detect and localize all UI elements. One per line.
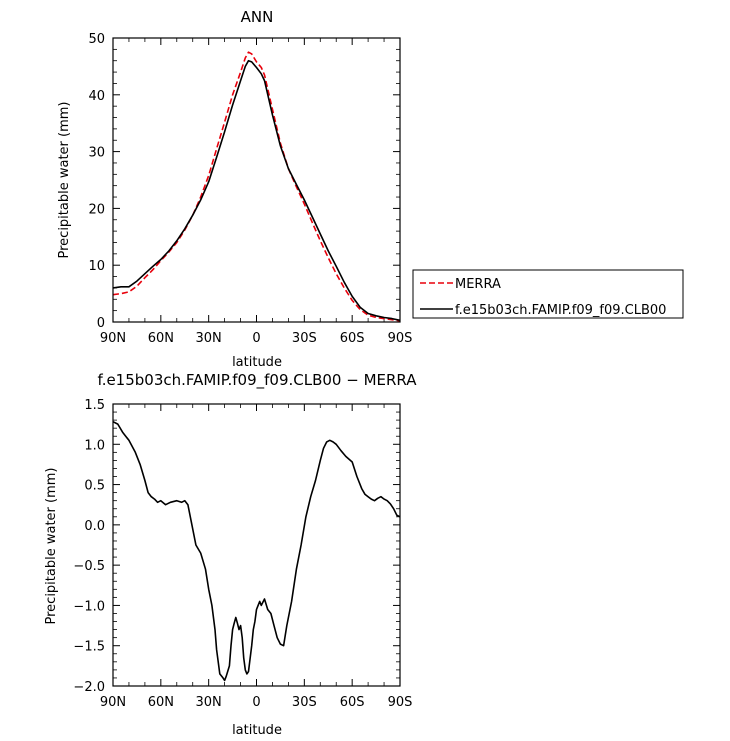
top-x-tick-label: 30N [196,331,222,346]
bottom-x-tick-label: 60N [148,695,174,710]
bottom-panel: f.e15b03ch.FAMIP.f09_f09.CLB00 − MERRA P… [44,371,417,738]
top-series-line-1 [112,59,401,322]
top-y-tick-label: 20 [88,202,105,217]
top-y-tick-label: 50 [88,32,105,47]
top-x-tick-label: 30S [292,331,317,346]
top-y-tick-label: 10 [88,259,105,274]
bottom-series-lines [112,420,401,682]
bottom-y-tick-label: 0.5 [84,479,105,494]
bottom-y-tick-label: −1.5 [73,640,105,655]
top-y-tick-label: 0 [97,316,105,331]
top-x-tick-label: 60S [340,331,365,346]
bottom-x-tick-label: 90S [388,695,413,710]
bottom-y-tick-label: 1.5 [84,398,105,413]
bottom-y-tick-label: 1.0 [84,438,105,453]
top-y-tick-label: 40 [88,89,105,104]
top-x-tick-label: 90N [100,331,126,346]
top-x-tick-label: 60N [148,331,174,346]
bottom-x-tick-label: 90N [100,695,126,710]
legend-label-model: f.e15b03ch.FAMIP.f09_f09.CLB00 [455,303,666,318]
bottom-x-axis-label: latitude [232,723,282,738]
bottom-y-tick-label: −2.0 [73,680,105,695]
top-chart-title: ANN [241,8,274,26]
top-x-tick-label: 90S [388,331,413,346]
bottom-y-tick-label: 0.0 [84,519,105,534]
top-plot-frame [112,37,401,323]
top-series-lines [112,51,401,322]
bottom-x-tick-label: 30S [292,695,317,710]
bottom-x-tick-label: 0 [252,695,260,710]
bottom-series-line-0 [112,420,401,682]
top-panel: ANN Precipitable water (mm) latitude 90N… [57,8,412,370]
bottom-y-tick-label: −0.5 [73,559,105,574]
top-y-axis-label: Precipitable water (mm) [57,102,72,259]
legend: MERRA f.e15b03ch.FAMIP.f09_f09.CLB00 [412,269,684,319]
top-x-tick-label: 0 [252,331,260,346]
top-y-tick-label: 30 [88,146,105,161]
bottom-y-axis-label: Precipitable water (mm) [44,468,59,625]
legend-box [412,269,684,319]
top-series-line-0 [112,51,401,322]
top-x-axis-label: latitude [232,355,282,370]
bottom-x-tick-label: 60S [340,695,365,710]
legend-label-merra: MERRA [455,277,501,292]
bottom-ticks: 90N 60N 30N 0 30S 60S 90S −2.0 −1.5 −1.0 −0.5 0.0 0.… [73,398,412,710]
top-ticks: 90N 60N 30N 0 30S 60S 90S 0 10 20 30 40 50 [88,32,412,346]
bottom-x-tick-label: 30N [196,695,222,710]
bottom-y-tick-label: −1.0 [73,599,105,614]
bottom-plot-frame [112,403,401,687]
bottom-chart-title: f.e15b03ch.FAMIP.f09_f09.CLB00 − MERRA [98,371,418,390]
